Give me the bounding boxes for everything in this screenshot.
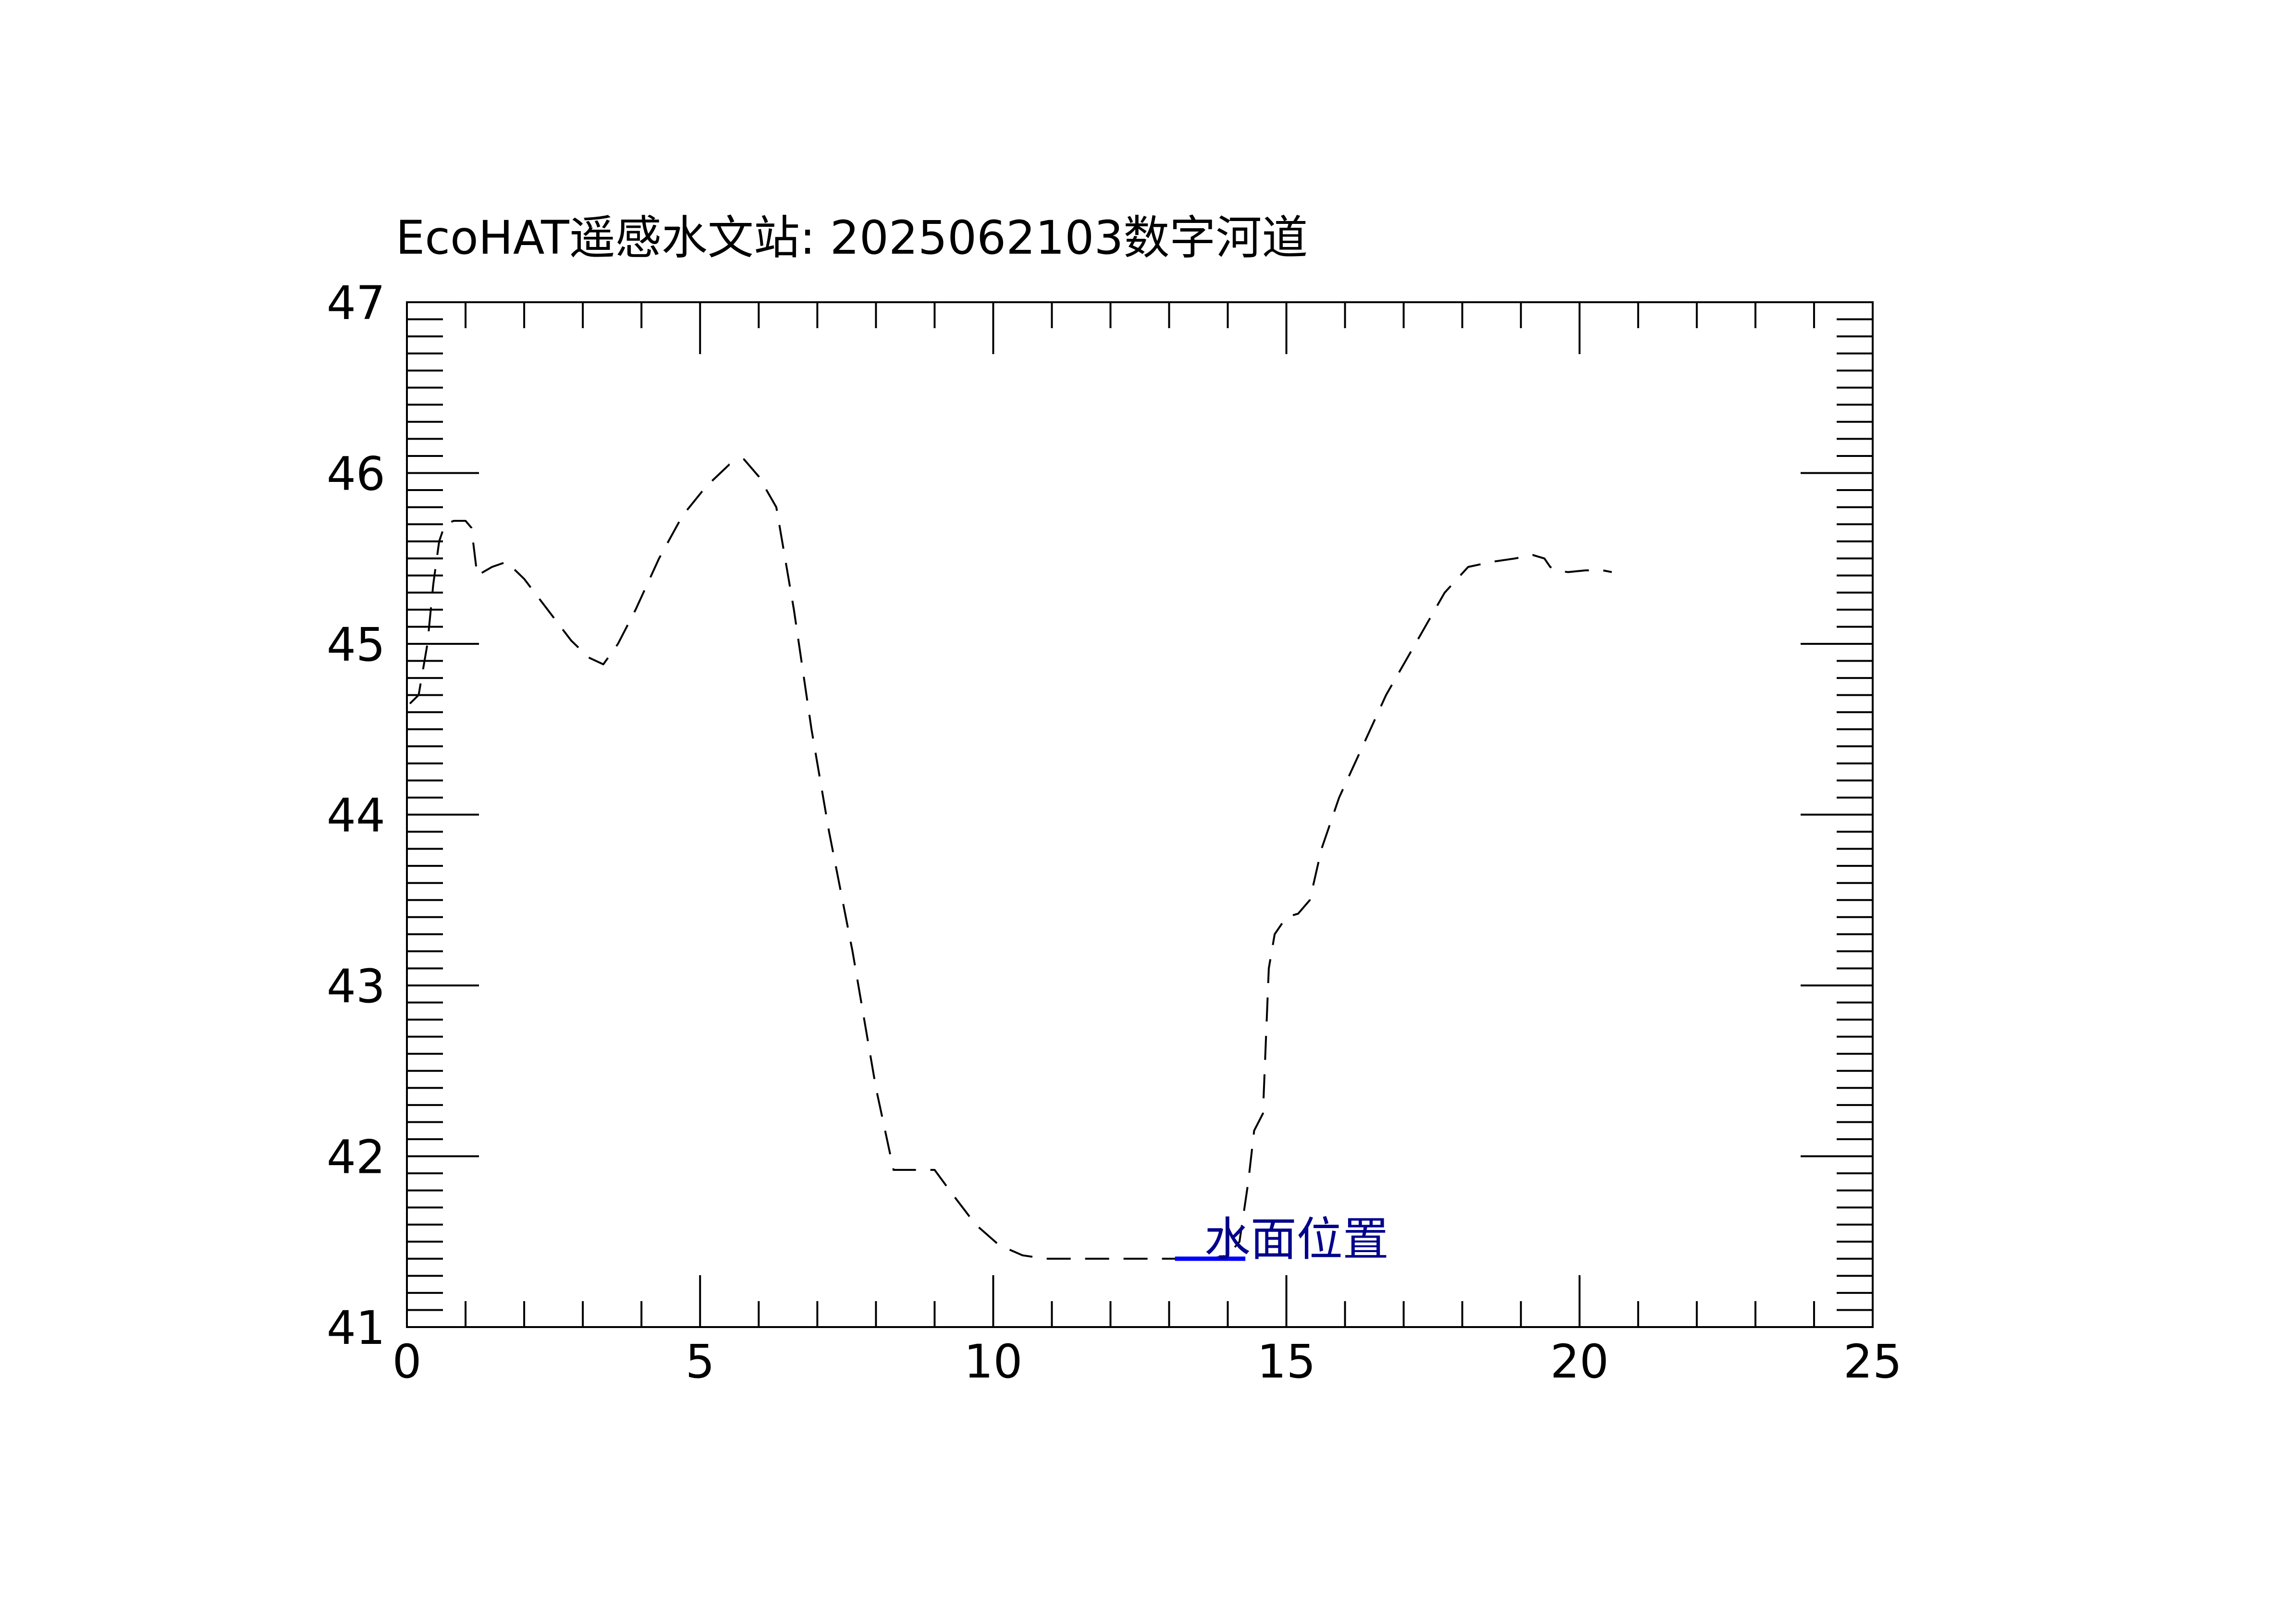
- annotations: 水面位置: [1204, 1213, 1389, 1267]
- axis-ticks: [406, 301, 1874, 1328]
- y-tick-label: 43: [327, 960, 385, 1013]
- x-tick-label: 15: [1257, 1335, 1316, 1389]
- y-tick-label: 46: [327, 447, 385, 501]
- plot-frame: [406, 301, 1874, 1328]
- x-tick-label: 25: [1843, 1335, 1902, 1389]
- water-surface-label: 水面位置: [1204, 1213, 1389, 1267]
- x-tick-label: 10: [964, 1335, 1022, 1389]
- y-tick-label: 44: [327, 789, 385, 843]
- axis-tick-labels: 0 5 10 15 20 25 41 42 43 44 45 46 47: [327, 276, 1902, 1389]
- x-tick-label: 20: [1550, 1335, 1609, 1389]
- x-tick-label: 5: [686, 1335, 715, 1389]
- y-tick-label: 41: [327, 1301, 385, 1355]
- x-tick-label: 0: [392, 1335, 421, 1389]
- chart-title: EcoHAT遥感水文站: 2025062103数字河道: [396, 211, 1308, 265]
- y-tick-label: 45: [327, 618, 385, 672]
- y-tick-label: 47: [327, 276, 385, 330]
- channel-profile-line: [409, 458, 1612, 1260]
- y-tick-label: 42: [327, 1131, 385, 1184]
- data-series: [409, 458, 1612, 1261]
